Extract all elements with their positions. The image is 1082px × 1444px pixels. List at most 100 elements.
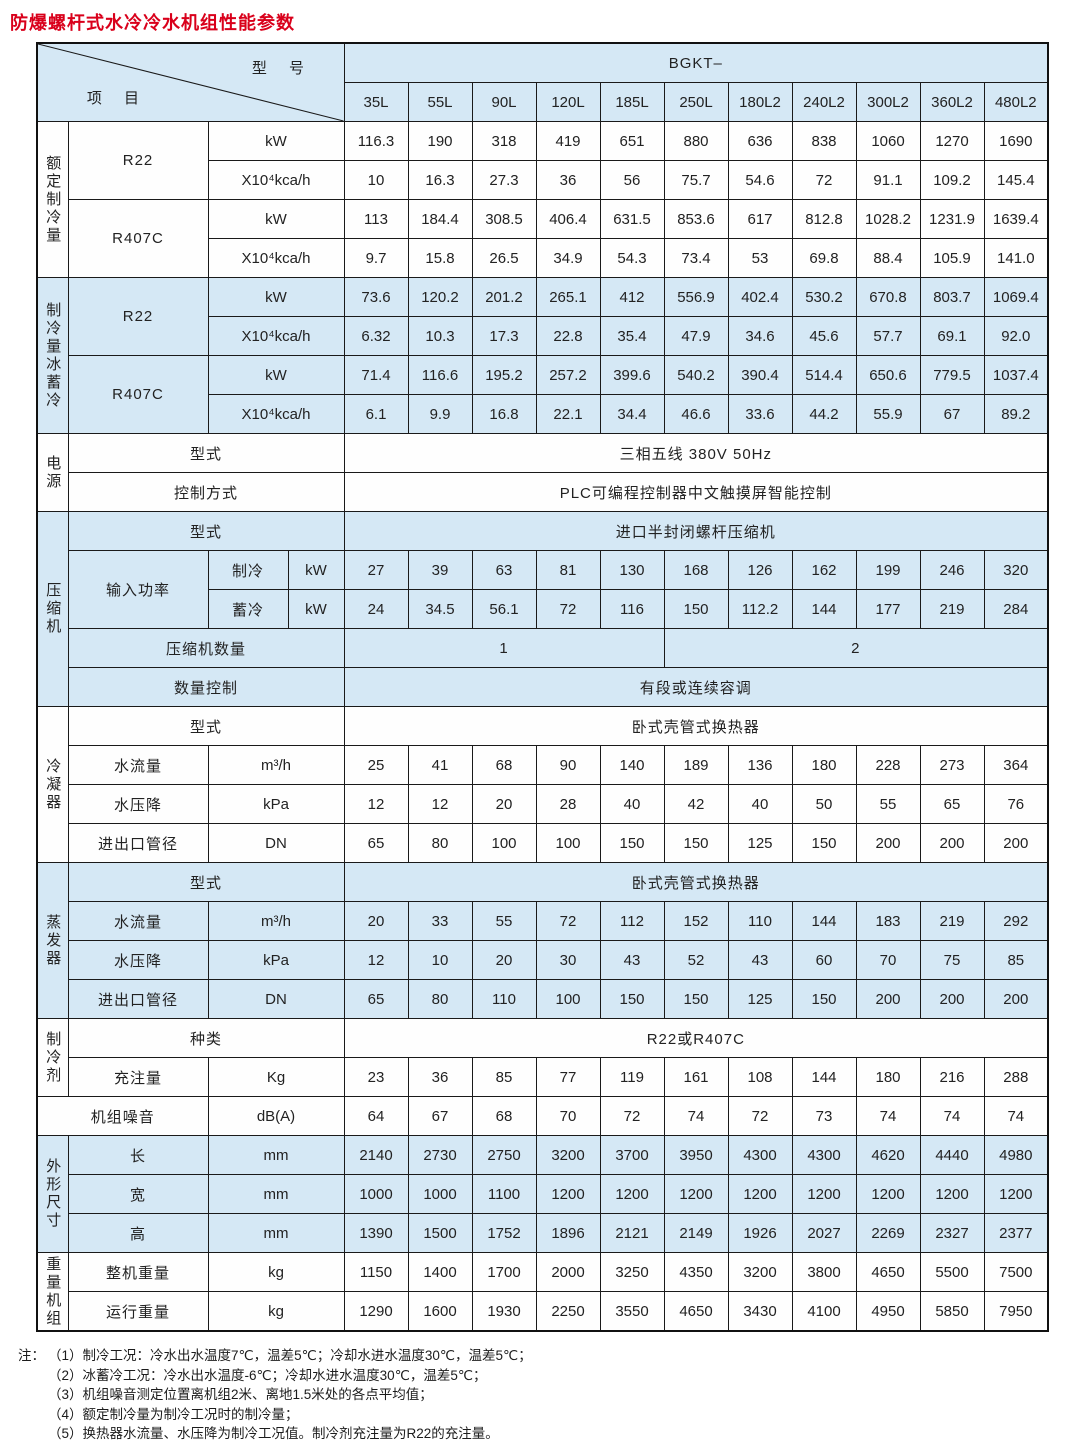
vertical-label-column: 电源 (44, 454, 62, 491)
value-cell: 69.8 (791, 238, 857, 278)
value-cell: 1000 (343, 1174, 409, 1214)
unit-label: kW (207, 277, 345, 317)
table-row: 制冷量冰蓄冷 R22 kW 73.6 120.2 201.2 265.1 412 556.9 40… (36, 277, 1049, 434)
value-text: PLC可编程控制器中文触摸屏智能控制 (343, 472, 1049, 512)
value-cell: 57.7 (855, 316, 921, 356)
model-header: 480L2 (983, 82, 1049, 122)
value-cell: 119 (599, 1057, 665, 1097)
value-cell: 2140 (343, 1135, 409, 1175)
value-cell: 9.9 (407, 394, 473, 434)
value-cell: 1200 (727, 1174, 793, 1214)
value-cell: 7500 (983, 1252, 1049, 1292)
value-cell: 76 (983, 784, 1049, 824)
value-cell: 195.2 (471, 355, 537, 395)
row-label: 控制方式 (67, 472, 345, 512)
row-label: R22 (67, 277, 209, 356)
value-cell: 44.2 (791, 394, 857, 434)
value-cell: 53 (727, 238, 793, 278)
value-text: 1 (343, 628, 665, 668)
table-row: 外形尺寸长 mm 2140 2730 2750 3200 3700 3950 4300 4300 4… (36, 1135, 1049, 1253)
value-cell: 74 (983, 1096, 1049, 1136)
section-label: 制冷量冰蓄冷 (36, 277, 69, 434)
table-row: 电源 型式 三相五线 380V 50Hz (36, 433, 1049, 512)
value-cell: 100 (535, 979, 601, 1019)
model-header: 185L (599, 82, 665, 122)
value-cell: 2250 (535, 1291, 601, 1332)
value-cell: 177 (855, 589, 921, 629)
value-cell: 617 (727, 199, 793, 239)
value-cell: 34.5 (407, 589, 473, 629)
table-row: 水流量 m³/h 25 41 68 90 140 189 136 180 228 273 364 (37, 745, 1049, 785)
value-cell: 39 (407, 550, 473, 590)
value-cell: 65 (919, 784, 985, 824)
vertical-label-column: 冷凝器 (44, 757, 62, 812)
value-cell: 1200 (983, 1174, 1049, 1214)
row-label: R22 (67, 121, 209, 200)
value-text: 三相五线 380V 50Hz (343, 433, 1049, 473)
vertical-label-column: 冰蓄冷 (44, 355, 62, 410)
value-cell: 35.4 (599, 316, 665, 356)
value-cell: 67 (919, 394, 985, 434)
value-cell: 1290 (343, 1291, 409, 1332)
value-cell: 144 (791, 901, 857, 941)
value-cell: 636 (727, 121, 793, 161)
diagonal-divider-icon (38, 44, 344, 121)
value-cell: 1752 (471, 1213, 537, 1253)
value-cell: 141.0 (983, 238, 1049, 278)
value-cell: 150 (663, 823, 729, 863)
row-label: 整机重量 (67, 1252, 209, 1292)
value-cell: 3800 (791, 1252, 857, 1292)
vertical-label-column: 机组 (44, 1291, 62, 1328)
value-cell: 125 (727, 979, 793, 1019)
value-cell: 1060 (855, 121, 921, 161)
value-cell: 91.1 (855, 160, 921, 200)
footnote-line: （2）冰蓄冷工况：冷水出水温度-6℃；冷却水进水温度30℃，温差5℃； (48, 1367, 487, 1383)
row-label: 数量控制 (67, 667, 345, 707)
value-cell: 406.4 (535, 199, 601, 239)
value-cell: 530.2 (791, 277, 857, 317)
value-cell: 201.2 (471, 277, 537, 317)
table-row: X10⁴kca/h 6.32 10.3 17.3 22.8 35.4 47.9 34.6 45.… (37, 316, 1049, 356)
value-cell: 651 (599, 121, 665, 161)
value-cell: 1000 (407, 1174, 473, 1214)
row-label: 压缩机数量 (67, 628, 345, 668)
value-cell: 10.3 (407, 316, 473, 356)
value-cell: 4620 (855, 1135, 921, 1175)
unit-label: m³/h (207, 745, 345, 785)
value-cell: 150 (791, 979, 857, 1019)
value-cell: 4440 (919, 1135, 985, 1175)
value-cell: 1926 (727, 1213, 793, 1253)
value-cell: 33 (407, 901, 473, 941)
value-cell: 10 (343, 160, 409, 200)
footnote-line: （4）额定制冷量为制冷工况时的制冷量； (48, 1406, 299, 1422)
page-title: 防爆螺杆式水冷冷水机组性能参数 (10, 13, 295, 33)
value-cell: 27 (343, 550, 409, 590)
row-label: R407C (67, 199, 209, 278)
model-header: 250L (663, 82, 729, 122)
value-cell: 108 (727, 1057, 793, 1097)
table-row: 水压降 kPa 12 10 20 30 43 52 43 60 70 75 85 (37, 940, 1049, 980)
value-cell: 30 (535, 940, 601, 980)
table-row: 高 mm 1390 1500 1752 1896 2121 2149 1926 2027 2269 2… (37, 1213, 1049, 1253)
unit-label: mm (207, 1135, 345, 1175)
value-cell: 69.1 (919, 316, 985, 356)
value-cell: 308.5 (471, 199, 537, 239)
value-cell: 12 (343, 940, 409, 980)
value-cell: 2000 (535, 1252, 601, 1292)
table-row: 项 目 型 号 BGKT– (36, 42, 1049, 122)
unit-label: kW (207, 199, 345, 239)
vertical-label-column: 外形尺寸 (44, 1158, 62, 1230)
value-cell: 20 (343, 901, 409, 941)
value-cell: 55.9 (855, 394, 921, 434)
value-cell: 34.6 (727, 316, 793, 356)
value-cell: 1037.4 (983, 355, 1049, 395)
value-cell: 3700 (599, 1135, 665, 1175)
footnote-line: （3）机组噪音测定位置离机组2米、离地1.5米处的各点平均值； (48, 1387, 433, 1403)
vertical-label-column: 制冷量 (44, 301, 62, 356)
value-cell: 52 (663, 940, 729, 980)
value-cell: 16.8 (471, 394, 537, 434)
value-cell: 109.2 (919, 160, 985, 200)
value-cell: 54.6 (727, 160, 793, 200)
value-cell: 1896 (535, 1213, 601, 1253)
model-header: 360L2 (919, 82, 985, 122)
